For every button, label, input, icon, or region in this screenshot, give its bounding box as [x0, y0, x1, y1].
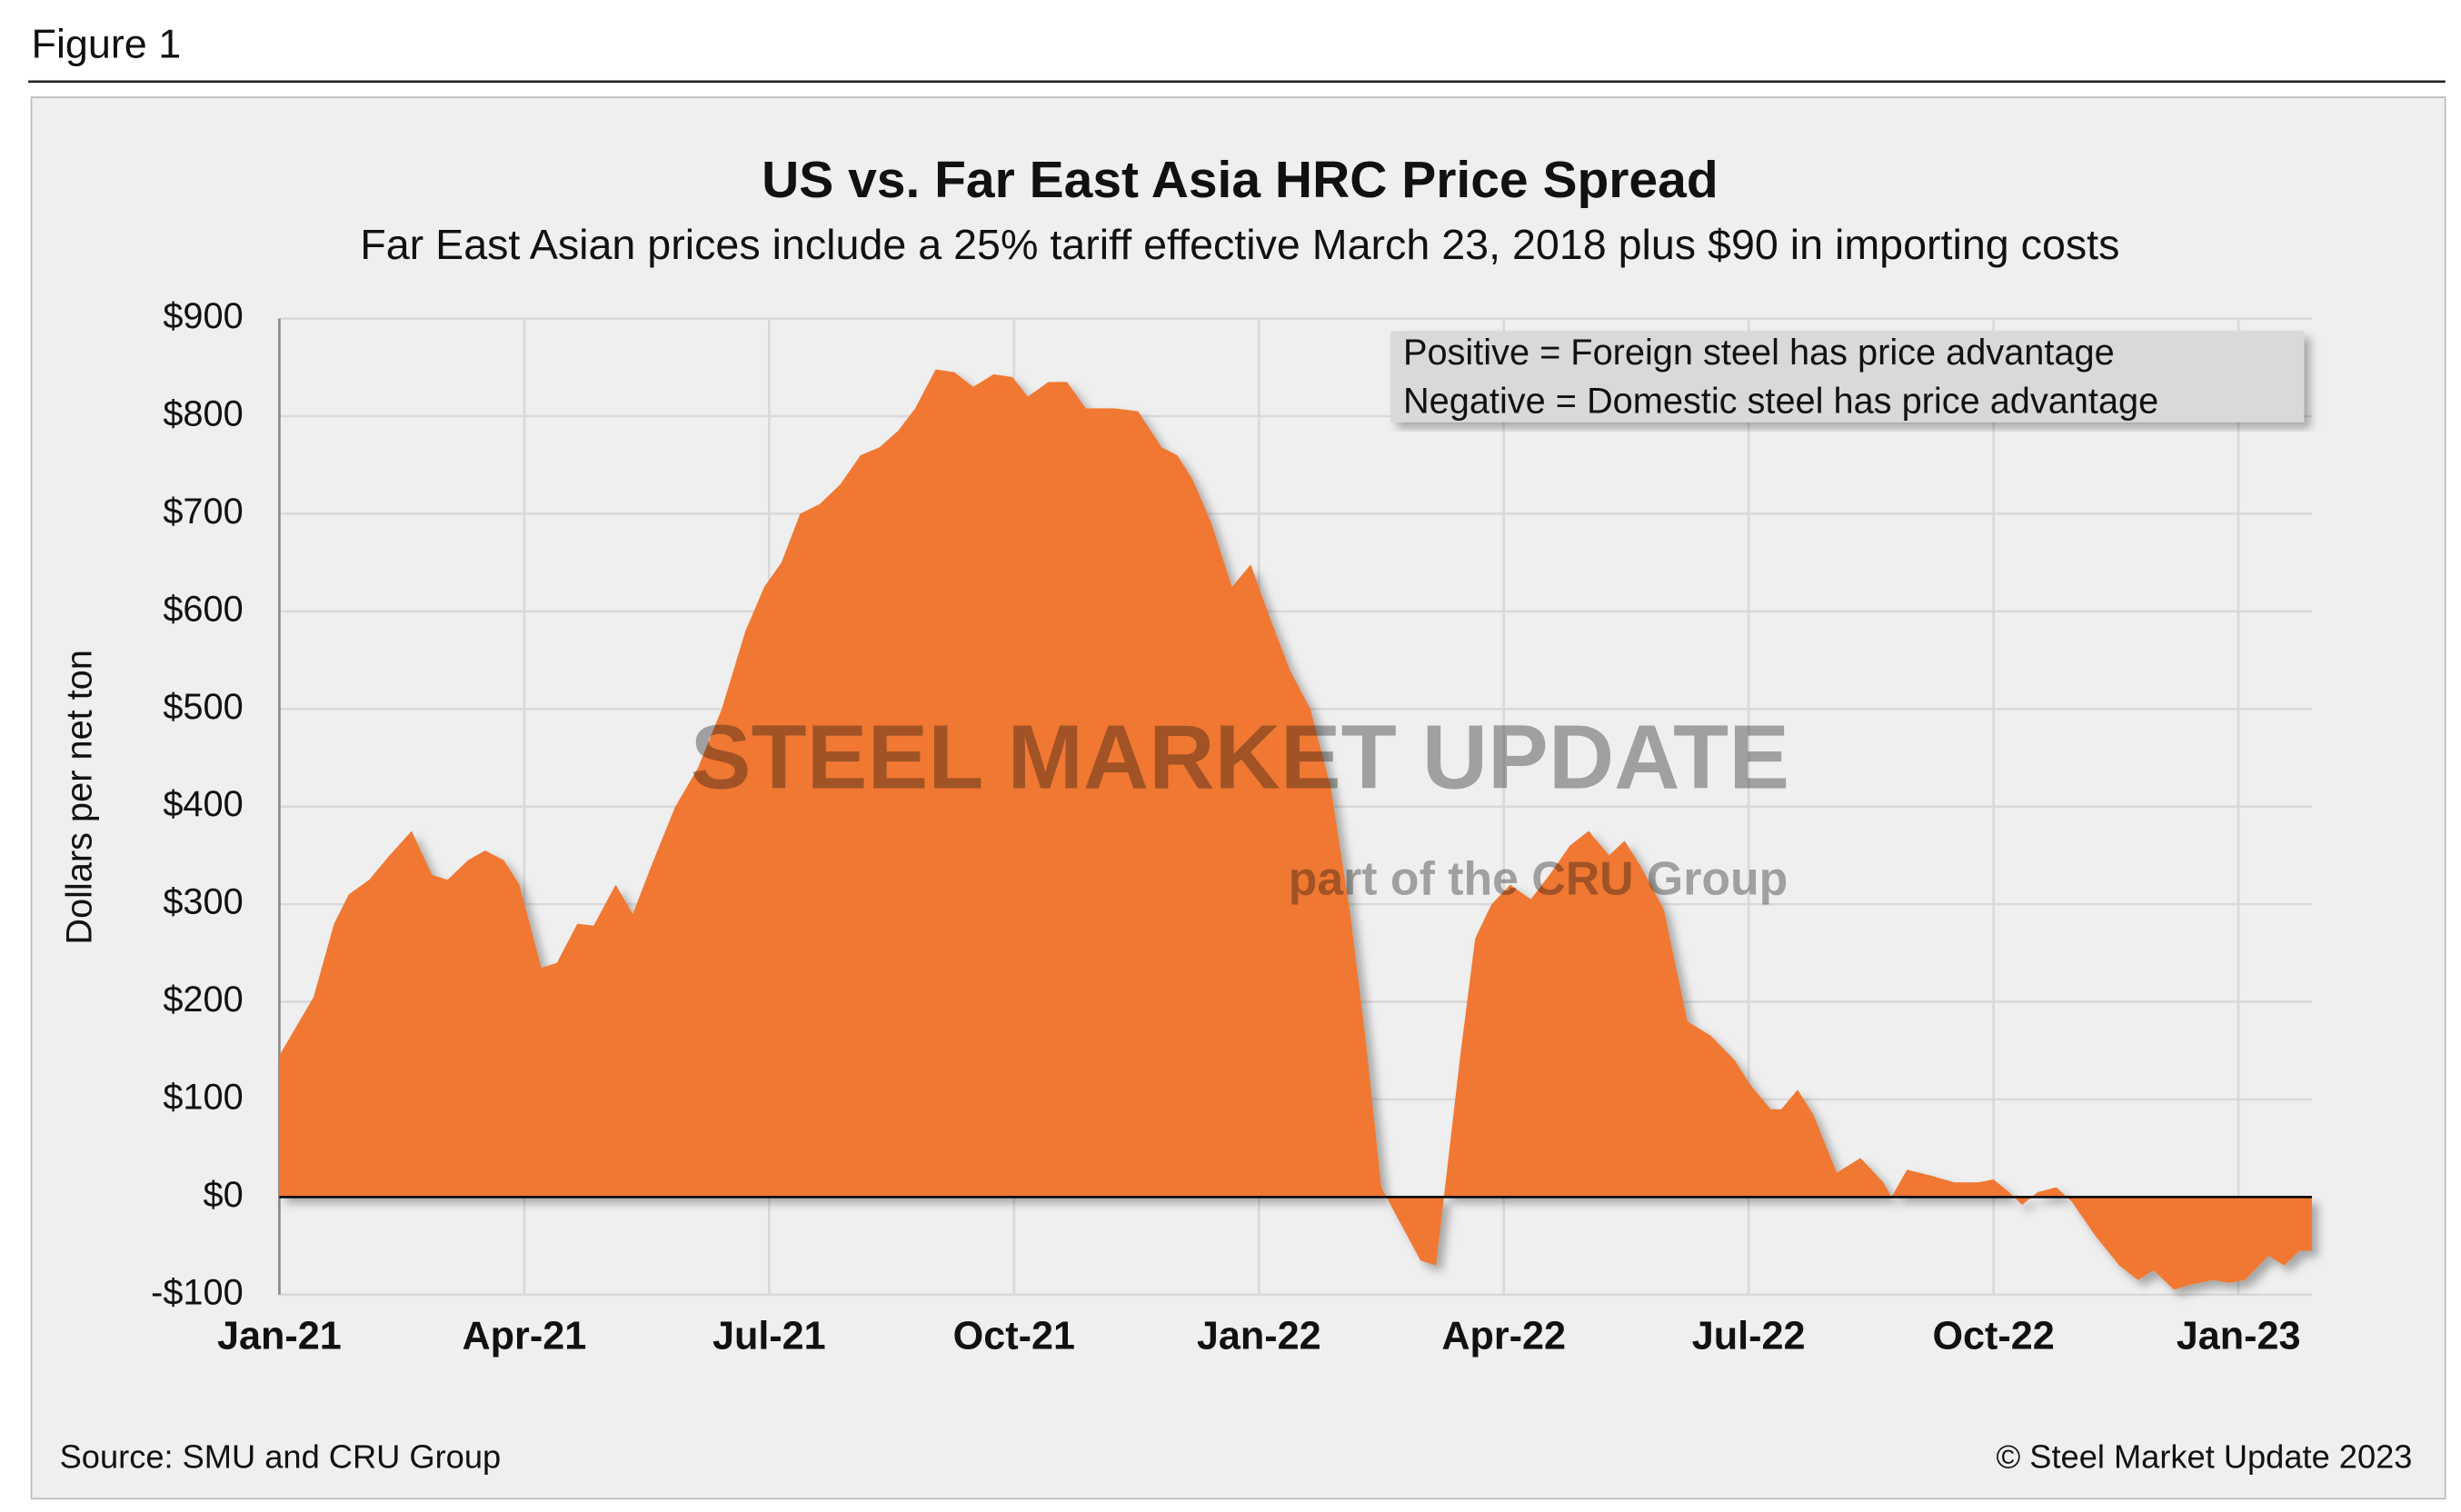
y-tick-label: $700	[163, 492, 243, 532]
y-tick-label: $100	[163, 1077, 243, 1117]
y-tick-label: $0	[204, 1175, 244, 1215]
annotation: Negative = Domestic steel has price adva…	[1403, 381, 2158, 421]
x-tick-label: Jul-22	[1692, 1315, 1806, 1358]
x-tick-label: Jan-22	[1197, 1315, 1321, 1358]
watermark: part of the CRU Group	[1289, 851, 1788, 904]
chart-subtitle: Far East Asian prices include a 25% tari…	[360, 221, 2119, 268]
annotation-box	[1390, 331, 2305, 423]
x-tick-label: Oct-21	[953, 1315, 1075, 1358]
source: Source: SMU and CRU Group	[60, 1438, 502, 1476]
annotation: Positive = Foreign steel has price advan…	[1403, 333, 2115, 373]
y-tick-label: $400	[163, 784, 243, 824]
y-tick-label: $800	[163, 394, 243, 434]
x-tick-label: Apr-22	[1441, 1315, 1566, 1358]
y-tick-label: $200	[163, 980, 243, 1020]
figure-label: Figure 1	[32, 21, 182, 67]
y-tick-label: $500	[163, 687, 243, 727]
area	[279, 369, 2312, 1290]
y-tick-label: -$100	[151, 1272, 244, 1312]
y-tick-label: $600	[163, 589, 243, 629]
y-tick-label: $900	[163, 296, 243, 336]
chart-title: US vs. Far East Asia HRC Price Spread	[762, 151, 1719, 209]
x-tick-label: Jan-23	[2177, 1315, 2301, 1358]
copyright: © Steel Market Update 2023	[1997, 1438, 2413, 1476]
y-axis-label: Dollars per net ton	[59, 650, 99, 945]
x-tick-label: Jan-21	[217, 1315, 342, 1358]
x-tick-label: Jul-21	[712, 1315, 826, 1358]
x-tick-label: Oct-22	[1932, 1315, 2054, 1358]
x-tick-label: Apr-21	[463, 1315, 587, 1358]
watermark: STEEL MARKET UPDATE	[691, 707, 1789, 809]
y-tick-label: $300	[163, 882, 243, 922]
